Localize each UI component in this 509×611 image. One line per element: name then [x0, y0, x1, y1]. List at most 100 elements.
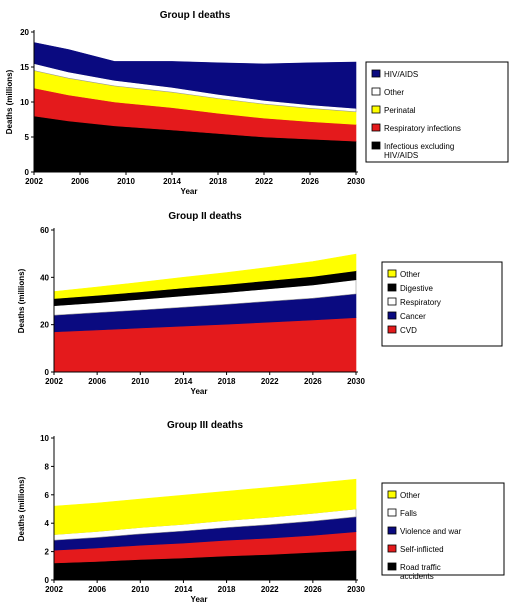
legend-label-line: Perinatal [384, 106, 416, 115]
legend-label: Other [400, 491, 420, 500]
legend-label-line: CVD [400, 326, 417, 335]
legend-swatch [387, 283, 397, 292]
legend-label-line: Falls [400, 509, 417, 518]
x-tick-label: 2010 [131, 585, 149, 594]
x-tick-label: 2006 [88, 377, 106, 386]
y-tick-label: 5 [25, 133, 30, 142]
area-series-5 [53, 478, 357, 535]
x-tick-label: 2022 [261, 585, 279, 594]
y-tick-label: 8 [45, 462, 50, 471]
legend-swatch [387, 325, 397, 334]
x-tick-label: 2006 [88, 585, 106, 594]
legend-swatch [371, 141, 381, 150]
x-tick-label: 2002 [45, 377, 63, 386]
x-tick-label: 2014 [175, 377, 193, 386]
legend-box [381, 261, 503, 347]
legend-swatch [387, 562, 397, 571]
chart-panel-3: Group III deaths 0 2 4 6 8 10 2002 2006 2010 2014 2… [17, 420, 505, 604]
x-tick-label: 2006 [71, 177, 89, 186]
legend-swatch [371, 69, 381, 78]
legend-label: CVD [400, 326, 417, 335]
y-tick-label: 4 [45, 519, 50, 528]
legend-label: Cancer [400, 312, 426, 321]
y-tick-label: 0 [45, 576, 50, 585]
x-tick-label: 2030 [347, 585, 365, 594]
chart-title: Group III deaths [167, 420, 244, 431]
legend-label-line: Other [400, 491, 420, 500]
x-tick-label: 2014 [175, 585, 193, 594]
chart-panel-1: Group I deaths 0 5 10 15 20 2002 2006 2010 2014 20… [5, 10, 509, 196]
y-axis-label: Deaths (millions) [5, 69, 14, 134]
x-tick-label: 2030 [347, 177, 365, 186]
legend-label: Falls [400, 509, 417, 518]
legend: HIV/AIDS Other Perinatal Respiratory infect… [365, 61, 509, 163]
legend-swatch [371, 87, 381, 96]
x-tick-label: 2018 [218, 377, 236, 386]
area-series-5 [53, 253, 357, 299]
legend-label-line: HIV/AIDS [384, 70, 418, 79]
legend-label-line: Respiratory [400, 298, 441, 307]
legend-label: Digestive [400, 284, 433, 293]
chart-panel-2: Group II deaths 0 20 40 60 2002 2006 2010 2014 20… [17, 211, 503, 396]
legend-label: Respiratory infections [384, 124, 461, 133]
x-tick-label: 2026 [301, 177, 319, 186]
y-tick-label: 10 [20, 98, 29, 107]
legend-label-line: Road traffic [400, 563, 441, 572]
legend-label: Violence and war [400, 527, 462, 536]
legend-label: Self-inflicted [400, 545, 444, 554]
y-axis-label: Deaths (millions) [17, 476, 26, 541]
legend-label: Infectious excluding HIV/AIDS [384, 142, 454, 160]
legend-label-line: Violence and war [400, 527, 462, 536]
x-tick-label: 2022 [261, 377, 279, 386]
legend-box [365, 61, 509, 163]
legend-label: Other [384, 88, 404, 97]
legend-label: Other [400, 270, 420, 279]
legend-swatch [387, 490, 397, 499]
x-tick-label: 2018 [209, 177, 227, 186]
x-tick-label: 2030 [347, 377, 365, 386]
legend-label-line: Self-inflicted [400, 545, 444, 554]
legend-label-line: accidents [400, 572, 434, 581]
legend-swatch [387, 544, 397, 553]
legend-label: Perinatal [384, 106, 416, 115]
legend-label: HIV/AIDS [384, 70, 418, 79]
legend-swatch [387, 269, 397, 278]
legend-label-line: Infectious excluding [384, 142, 454, 151]
x-tick-label: 2018 [218, 585, 236, 594]
y-tick-label: 10 [40, 434, 49, 443]
legend: Other Falls Violence and war Self-inflicted… [381, 482, 505, 581]
x-tick-label: 2026 [304, 585, 322, 594]
legend-label: Road traffic accidents [400, 563, 441, 581]
legend-label-line: Respiratory infections [384, 124, 461, 133]
legend-swatch [387, 526, 397, 535]
y-axis-label: Deaths (millions) [17, 268, 26, 333]
chart-title: Group II deaths [168, 211, 242, 222]
x-tick-label: 2022 [255, 177, 273, 186]
x-tick-label: 2010 [131, 377, 149, 386]
chart-title: Group I deaths [160, 10, 231, 21]
legend-label-line: Other [384, 88, 404, 97]
y-tick-label: 20 [40, 321, 49, 330]
legend-swatch [387, 508, 397, 517]
legend: Other Digestive Respiratory Cancer CVD [381, 261, 503, 347]
legend-swatch [387, 297, 397, 306]
y-tick-label: 40 [40, 273, 49, 282]
y-tick-label: 0 [25, 168, 30, 177]
legend-label-line: Digestive [400, 284, 433, 293]
legend-label-line: HIV/AIDS [384, 151, 418, 160]
area-series-5 [33, 42, 357, 109]
legend-box [381, 482, 505, 576]
legend-label-line: Other [400, 270, 420, 279]
x-tick-label: 2014 [163, 177, 181, 186]
x-tick-label: 2010 [117, 177, 135, 186]
x-axis-label: Year [181, 187, 198, 196]
x-tick-label: 2026 [304, 377, 322, 386]
y-tick-label: 2 [45, 548, 50, 557]
legend-swatch [371, 123, 381, 132]
y-tick-label: 20 [20, 28, 29, 37]
y-tick-label: 60 [40, 226, 49, 235]
y-tick-label: 6 [45, 491, 50, 500]
y-tick-label: 0 [45, 368, 50, 377]
x-tick-label: 2002 [25, 177, 43, 186]
